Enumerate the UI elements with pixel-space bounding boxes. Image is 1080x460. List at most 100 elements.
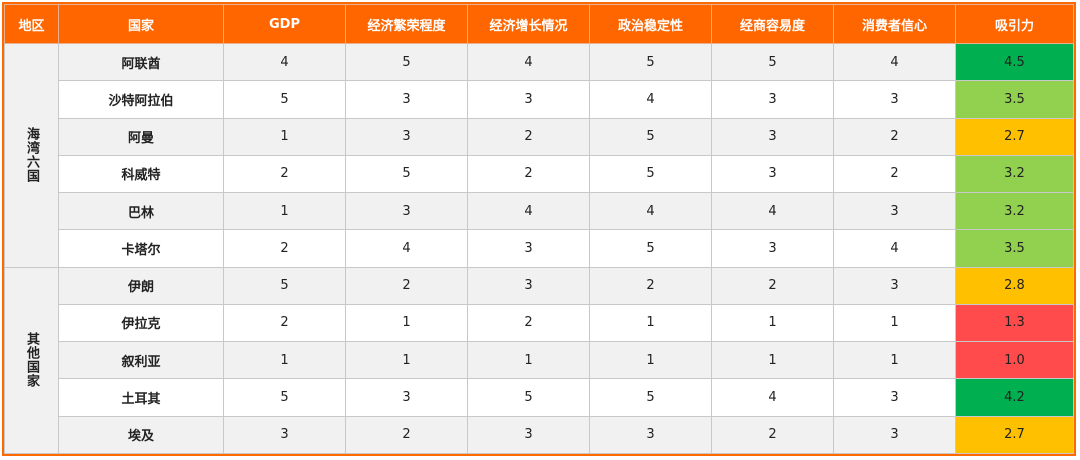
table-row: 埃及 3 2 3 3 2 3 2.7	[5, 415, 1074, 455]
economic-growth-cell: 2	[467, 303, 590, 343]
table-row: 海湾六国 阿联酋 4 5 4 5 5 4 4.5	[4, 42, 1074, 268]
economic-prosperity-cell: 2	[345, 415, 468, 455]
country-cell: 卡塔尔	[58, 229, 224, 268]
column-header-attractiveness: 吸引力	[955, 4, 1074, 44]
ease-of-business-cell: 3	[711, 154, 834, 194]
country-cell: 伊朗	[58, 266, 224, 305]
attractiveness-score-cell: 4.2	[955, 378, 1074, 417]
country-attractiveness-table: 地区 国家 GDP 经济繁荣程度 经济增长情况 政治稳定性 经商容易度 消费者信心 吸引力 海湾…	[4, 4, 1074, 455]
country-cell: 土耳其	[58, 378, 224, 417]
column-header-country: 国家	[58, 4, 224, 44]
country-cell: 科威特	[58, 154, 224, 194]
country-cell: 沙特阿拉伯	[58, 80, 224, 119]
attractiveness-score-cell: 2.7	[955, 117, 1074, 156]
table-row: 卡塔尔 2 4 3 5 3 4 3.5	[5, 229, 1074, 268]
table-row: 叙利亚 1 1 1 1 1 1 1.0	[5, 341, 1074, 380]
political-stability-cell: 2	[589, 266, 712, 305]
attractiveness-score-cell: 4.5	[955, 42, 1074, 82]
political-stability-cell: 1	[589, 303, 712, 343]
economic-prosperity-cell: 5	[345, 42, 468, 82]
region-cell: 其他国家	[4, 266, 59, 455]
economic-prosperity-cell: 1	[345, 341, 468, 380]
table-row: 阿曼 1 3 2 5 3 2 2.7	[5, 117, 1074, 156]
consumer-confidence-cell: 3	[833, 266, 956, 305]
gdp-cell: 2	[223, 303, 346, 343]
gdp-cell: 5	[223, 266, 346, 305]
table-row: 沙特阿拉伯 5 3 3 4 3 3 3.5	[5, 80, 1074, 119]
column-header-economic-prosperity: 经济繁荣程度	[345, 4, 468, 44]
attractiveness-score-cell: 1.0	[955, 341, 1074, 380]
consumer-confidence-cell: 1	[833, 341, 956, 380]
ease-of-business-cell: 3	[711, 117, 834, 156]
ease-of-business-cell: 5	[711, 42, 834, 82]
economic-prosperity-cell: 3	[345, 117, 468, 156]
gdp-cell: 1	[223, 192, 346, 231]
column-header-political-stability: 政治稳定性	[589, 4, 712, 44]
economic-prosperity-cell: 3	[345, 80, 468, 119]
attractiveness-score-cell: 3.5	[955, 229, 1074, 268]
gdp-cell: 4	[223, 42, 346, 82]
political-stability-cell: 3	[589, 415, 712, 455]
column-header-region: 地区	[4, 4, 59, 44]
attractiveness-score-cell: 1.3	[955, 303, 1074, 343]
gdp-cell: 3	[223, 415, 346, 455]
political-stability-cell: 5	[589, 378, 712, 417]
country-cell: 巴林	[58, 192, 224, 231]
table-row: 伊拉克 2 1 2 1 1 1 1.3	[5, 303, 1074, 343]
economic-growth-cell: 3	[467, 229, 590, 268]
consumer-confidence-cell: 2	[833, 117, 956, 156]
political-stability-cell: 4	[589, 80, 712, 119]
political-stability-cell: 5	[589, 229, 712, 268]
economic-growth-cell: 2	[467, 117, 590, 156]
consumer-confidence-cell: 3	[833, 80, 956, 119]
column-header-economic-growth: 经济增长情况	[467, 4, 590, 44]
ease-of-business-cell: 1	[711, 303, 834, 343]
ease-of-business-cell: 1	[711, 341, 834, 380]
gdp-cell: 1	[223, 117, 346, 156]
ease-of-business-cell: 4	[711, 378, 834, 417]
consumer-confidence-cell: 1	[833, 303, 956, 343]
economic-growth-cell: 2	[467, 154, 590, 194]
political-stability-cell: 5	[589, 117, 712, 156]
table-row: 科威特 2 5 2 5 3 2 3.2	[5, 154, 1074, 194]
economic-growth-cell: 5	[467, 378, 590, 417]
economic-prosperity-cell: 3	[345, 378, 468, 417]
gdp-cell: 2	[223, 154, 346, 194]
economic-prosperity-cell: 3	[345, 192, 468, 231]
economic-growth-cell: 3	[467, 266, 590, 305]
consumer-confidence-cell: 3	[833, 192, 956, 231]
country-cell: 阿联酋	[58, 42, 224, 82]
economic-prosperity-cell: 4	[345, 229, 468, 268]
economic-prosperity-cell: 2	[345, 266, 468, 305]
economic-growth-cell: 3	[467, 415, 590, 455]
ease-of-business-cell: 2	[711, 415, 834, 455]
country-cell: 叙利亚	[58, 341, 224, 380]
economic-growth-cell: 4	[467, 42, 590, 82]
economic-prosperity-cell: 5	[345, 154, 468, 194]
column-header-gdp: GDP	[223, 4, 346, 44]
economic-prosperity-cell: 1	[345, 303, 468, 343]
gdp-cell: 5	[223, 80, 346, 119]
attractiveness-score-cell: 2.8	[955, 266, 1074, 305]
country-cell: 阿曼	[58, 117, 224, 156]
attractiveness-score-cell: 3.2	[955, 192, 1074, 231]
political-stability-cell: 1	[589, 341, 712, 380]
region-cell: 海湾六国	[4, 43, 59, 268]
gdp-cell: 5	[223, 378, 346, 417]
consumer-confidence-cell: 3	[833, 378, 956, 417]
attractiveness-score-cell: 3.5	[955, 80, 1074, 119]
table-row: 土耳其 5 3 5 5 4 3 4.2	[5, 378, 1074, 417]
attractiveness-score-cell: 2.7	[955, 415, 1074, 455]
column-header-ease-of-business: 经商容易度	[711, 4, 834, 44]
column-header-consumer-confidence: 消费者信心	[833, 4, 956, 44]
attractiveness-score-cell: 3.2	[955, 154, 1074, 194]
consumer-confidence-cell: 2	[833, 154, 956, 194]
consumer-confidence-cell: 3	[833, 415, 956, 455]
country-cell: 埃及	[58, 415, 224, 455]
ease-of-business-cell: 3	[711, 80, 834, 119]
table-row: 其他国家 伊朗 5 2 3 2 2 3 2.8	[4, 266, 1074, 455]
header-row: 地区 国家 GDP 经济繁荣程度 经济增长情况 政治稳定性 经商容易度 消费者信心 吸引力	[4, 4, 1074, 44]
country-cell: 伊拉克	[58, 303, 224, 343]
gdp-cell: 1	[223, 341, 346, 380]
